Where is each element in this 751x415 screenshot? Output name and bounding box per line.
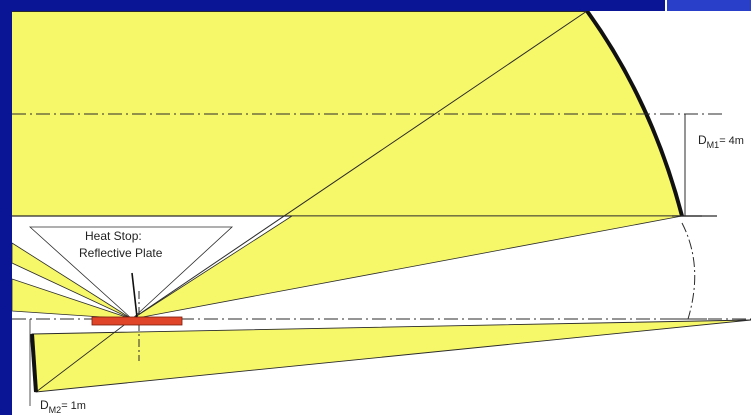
dm1-label: DM1= 4m [698, 133, 744, 150]
focus-gap-region [28, 226, 234, 320]
secondary-mirror [30, 333, 38, 393]
dm2-label-main: D [40, 398, 49, 412]
optical-diagram: Heat Stop: Reflective Plate DM1= 4m DM2=… [12, 11, 751, 415]
optical-diagram-panel: Heat Stop: Reflective Plate DM1= 4m DM2=… [12, 11, 751, 415]
heat-stop-label-line2: Reflective Plate [79, 246, 163, 260]
focus-cone-left-lower [12, 278, 133, 320]
dm2-label-sub: M2 [49, 405, 62, 415]
secondary-beam-region [31, 319, 751, 393]
ray-secondary-diagonal [35, 318, 133, 393]
focus-cone-left-upper [12, 242, 133, 320]
slide-top-banner [0, 0, 751, 11]
primary-mirror [585, 11, 684, 217]
ray-diagonal-upper [131, 11, 588, 320]
heat-stop-label-line1: Heat Stop: [85, 229, 142, 243]
dm2-label: DM2= 1m [40, 398, 86, 415]
heat-stop-leader [131, 272, 138, 318]
primary-beam-region [12, 11, 682, 216]
dm1-label-sub: M1 [707, 140, 720, 150]
heat-stop-plate [91, 316, 183, 326]
dm1-label-value: = 4m [719, 135, 744, 147]
dm1-arc-guide [681, 222, 696, 320]
dm2-label-value: = 1m [61, 400, 86, 412]
dm1-label-main: D [698, 133, 707, 147]
focus-cone-right [12, 215, 683, 320]
